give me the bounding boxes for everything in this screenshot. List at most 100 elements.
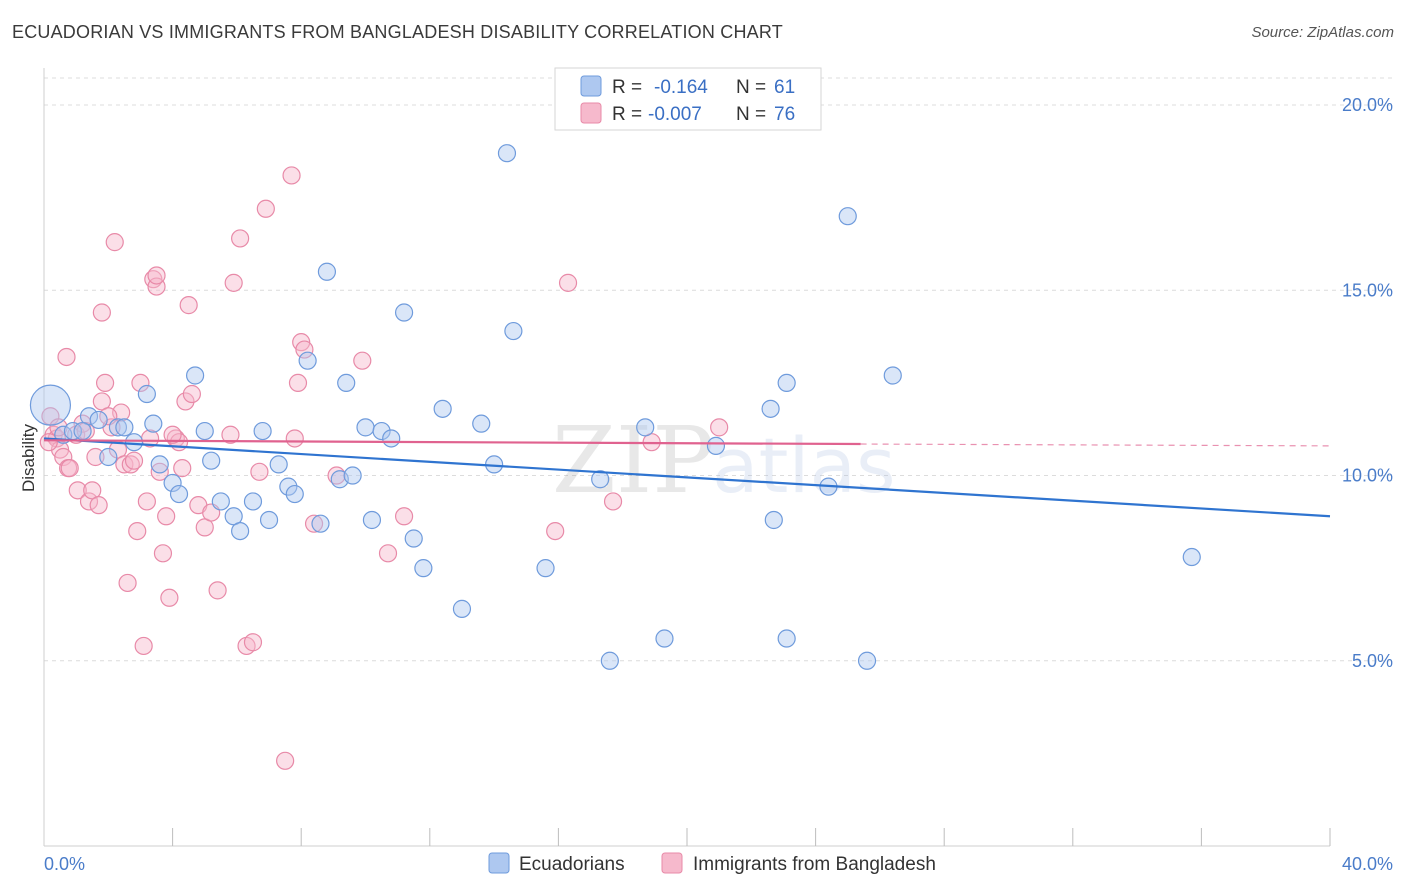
- ecuadorians-point: [497, 144, 517, 163]
- ecuadorians-point: [472, 414, 491, 433]
- ecuadorians-point: [73, 421, 92, 441]
- bangladesh-point: [89, 496, 108, 515]
- bangladesh-point: [378, 544, 398, 563]
- bangladesh-point: [276, 751, 295, 770]
- ecuadorians-point: [777, 373, 796, 393]
- x-ticks: [172, 828, 1331, 846]
- ecuadorians-point: [115, 418, 134, 437]
- bangladesh-point: [150, 462, 169, 481]
- ecuadorians-point: [761, 399, 780, 418]
- ecuadorians-point: [404, 529, 423, 548]
- bangladesh-point: [295, 340, 314, 359]
- ecuadorians-point: [452, 599, 472, 618]
- ecuadorians-point: [838, 207, 857, 226]
- x-tick-label-max: 40.0%: [1342, 854, 1393, 874]
- ecuadorians-point: [89, 410, 108, 430]
- ecuadorians-point: [655, 629, 674, 648]
- trend-lines: [43, 437, 1331, 518]
- y-tick-label: 20.0%: [1342, 95, 1393, 115]
- ecuadorians-point: [29, 384, 72, 426]
- bangladesh-point: [285, 429, 304, 448]
- bangladesh-point: [157, 507, 176, 526]
- legend-n-label-1: N =: [736, 77, 766, 98]
- ecuadorians-point: [259, 510, 279, 530]
- bangladesh-point: [60, 459, 79, 478]
- legend-r-value-1: -0.164: [654, 77, 708, 98]
- ecuadorians-point: [211, 492, 230, 511]
- ecuadorians-point: [706, 436, 726, 455]
- bangladesh-point: [134, 636, 153, 656]
- ecuadorians-point: [504, 321, 523, 341]
- ecuadorians-point: [414, 559, 433, 578]
- ecuadorians-point: [144, 414, 163, 433]
- ecuadorians-point: [764, 510, 783, 530]
- bangladesh-point: [179, 296, 198, 315]
- bangladesh-trend-extension: [860, 443, 1331, 447]
- ecuadorians-point: [108, 418, 128, 437]
- bottom-legend-ecuadorians: Ecuadorians: [519, 854, 625, 875]
- source-label: Source: ZipAtlas.com: [1251, 24, 1394, 41]
- series-ecuadorians-points: [29, 144, 1201, 670]
- y-tick-labels: 5.0% 10.0% 15.0% 20.0%: [1342, 95, 1393, 671]
- bangladesh-point: [208, 581, 227, 600]
- ecuadorians-point: [311, 514, 330, 533]
- y-axis-label: Disability: [19, 423, 38, 492]
- bangladesh-point: [160, 588, 179, 607]
- legend-n-label-2: N =: [736, 104, 766, 125]
- bangladesh-point: [95, 373, 115, 393]
- ecuadorians-point: [372, 421, 391, 441]
- ecuadorians-point: [600, 651, 619, 670]
- y-tick-label: 5.0%: [1352, 651, 1393, 671]
- bangladesh-point: [546, 521, 565, 541]
- ecuadorians-point: [99, 447, 118, 467]
- legend-n-value-2: 76: [774, 104, 795, 125]
- bottom-legend-bangladesh: Immigrants from Bangladesh: [693, 854, 936, 875]
- ecuadorians-point: [317, 262, 337, 281]
- bangladesh-point: [153, 544, 173, 563]
- correlation-legend: R = -0.164 N = 61 R = -0.007 N = 76: [554, 67, 822, 131]
- bangladesh-point: [79, 492, 99, 511]
- bangladesh-point: [176, 392, 195, 411]
- ecuadorians-point: [269, 455, 288, 474]
- ecuadorians-point: [285, 484, 304, 504]
- bangladesh-point: [137, 492, 156, 511]
- series-legend: Ecuadorians Immigrants from Bangladesh: [488, 852, 936, 875]
- grid-lines: [44, 77, 1394, 662]
- ecuadorians-point: [253, 421, 272, 441]
- ecuadorians-point: [591, 470, 610, 489]
- bangladesh-point: [221, 425, 240, 444]
- ecuadorians-point: [636, 418, 655, 437]
- legend-swatch-ecuadorians: [580, 75, 602, 97]
- ecuadorians-point: [150, 455, 169, 474]
- bottom-legend-swatch-ecuadorians: [488, 852, 510, 874]
- bangladesh-point: [394, 507, 414, 526]
- ecuadorians-point: [382, 429, 401, 448]
- bangladesh-point: [118, 573, 137, 593]
- bangladesh-point: [131, 373, 150, 393]
- bangladesh-point: [86, 447, 105, 467]
- bangladesh-point: [128, 521, 147, 541]
- y-tick-label: 15.0%: [1342, 280, 1393, 300]
- y-tick-label: 10.0%: [1342, 466, 1393, 486]
- ecuadorians-point: [195, 421, 214, 441]
- ecuadorians-point: [433, 399, 452, 418]
- bangladesh-point: [57, 347, 76, 367]
- legend-n-value-1: 61: [774, 77, 795, 98]
- ecuadorians-point: [202, 451, 221, 470]
- bangladesh-point: [256, 199, 275, 218]
- ecuadorians-point: [857, 651, 877, 670]
- bangladesh-point: [231, 229, 250, 248]
- bangladesh-point: [92, 303, 111, 322]
- x-tick-labels: 0.0% 40.0%: [44, 854, 1393, 874]
- ecuadorians-point: [356, 418, 375, 437]
- bottom-legend-swatch-bangladesh: [661, 852, 683, 874]
- bangladesh-point: [558, 273, 578, 292]
- bangladesh-point: [173, 459, 192, 478]
- bangladesh-point: [353, 351, 372, 370]
- ecuadorians-point: [137, 384, 156, 404]
- legend-r-label-2: R =: [612, 104, 642, 125]
- x-tick-label-min: 0.0%: [44, 854, 85, 874]
- bangladesh-point: [54, 447, 73, 467]
- legend-swatch-bangladesh: [580, 102, 602, 124]
